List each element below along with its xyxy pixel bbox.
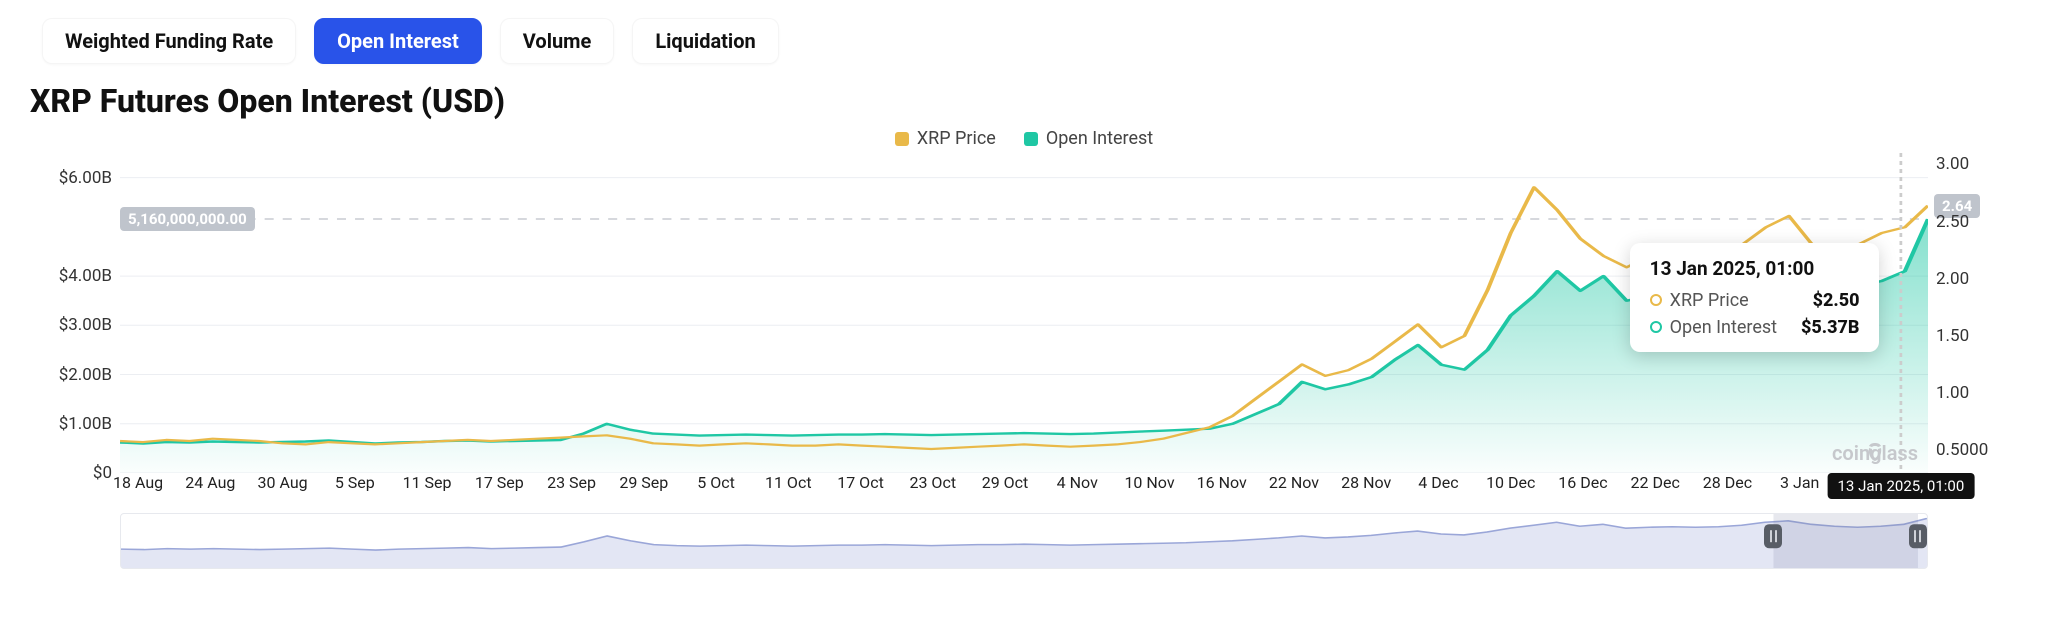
- legend-item-price[interactable]: XRP Price: [895, 128, 996, 149]
- y-axis-right: 2.64 0.50001.001.502.002.503.00: [1928, 153, 2018, 473]
- page-title: XRP Futures Open Interest (USD): [30, 82, 2018, 120]
- left-axis-annotation: 5,160,000,000.00: [120, 207, 255, 231]
- tooltip-label: XRP Price: [1670, 290, 1749, 311]
- x-tick: 17 Oct: [837, 473, 884, 492]
- x-tick: 3 Jan: [1780, 473, 1819, 492]
- x-axis: 18 Aug24 Aug30 Aug5 Sep11 Sep17 Sep23 Se…: [120, 473, 1928, 499]
- x-tick: 28 Dec: [1703, 473, 1752, 492]
- x-tick: 11 Sep: [403, 473, 452, 492]
- x-tick: 24 Aug: [185, 473, 235, 492]
- x-tick: 29 Sep: [619, 473, 668, 492]
- x-tick: 11 Oct: [765, 473, 812, 492]
- tooltip-row: Open Interest $5.37B: [1650, 317, 1860, 338]
- tab-liquidation[interactable]: Liquidation: [632, 18, 778, 64]
- legend-swatch-oi: [1024, 132, 1038, 146]
- plot-area[interactable]: 5,160,000,000.00 13 Jan 2025, 01:00 XRP P…: [120, 153, 1928, 473]
- y-left-tick: $4.00B: [59, 266, 112, 286]
- tab-weighted-funding-rate[interactable]: Weighted Funding Rate: [42, 18, 296, 64]
- tab-volume[interactable]: Volume: [500, 18, 615, 64]
- watermark-icon: [1832, 441, 1918, 465]
- tooltip-row: XRP Price $2.50: [1650, 290, 1860, 311]
- tooltip-label: Open Interest: [1670, 317, 1777, 338]
- tooltip-value: $2.50: [1813, 290, 1860, 311]
- tooltip-value: $5.37B: [1801, 317, 1859, 338]
- x-tick: 4 Nov: [1057, 473, 1098, 492]
- x-tick: 22 Dec: [1631, 473, 1680, 492]
- y-left-tick: $2.00B: [59, 365, 112, 385]
- y-right-tick: 2.50: [1936, 212, 1969, 232]
- x-tick: 23 Oct: [909, 473, 956, 492]
- x-tick: 28 Nov: [1341, 473, 1391, 492]
- y-right-tick: 3.00: [1936, 154, 1969, 174]
- legend-swatch-price: [895, 132, 909, 146]
- brush-handle-right[interactable]: [1909, 524, 1927, 548]
- tab-open-interest[interactable]: Open Interest: [314, 18, 482, 64]
- x-tick: 22 Nov: [1269, 473, 1319, 492]
- x-tick: 17 Sep: [475, 473, 524, 492]
- legend-label-oi: Open Interest: [1046, 128, 1153, 149]
- y-left-tick: $0: [93, 463, 112, 483]
- y-right-tick: 1.00: [1936, 383, 1969, 403]
- y-right-tick: 0.5000: [1936, 440, 1988, 460]
- x-tick: 23 Sep: [547, 473, 596, 492]
- legend-label-price: XRP Price: [917, 128, 996, 149]
- y-left-tick: $1.00B: [59, 414, 112, 434]
- y-right-tick: 1.50: [1936, 326, 1969, 346]
- tooltip-dot: [1650, 294, 1662, 306]
- legend-item-oi[interactable]: Open Interest: [1024, 128, 1153, 149]
- chart-legend: XRP Price Open Interest: [30, 128, 2018, 149]
- brush-handle-left[interactable]: [1764, 524, 1782, 548]
- x-tick: 4 Dec: [1418, 473, 1458, 492]
- x-tick: 16 Dec: [1558, 473, 1607, 492]
- x-tick: 10 Nov: [1124, 473, 1174, 492]
- x-hover-label: 13 Jan 2025, 01:00: [1827, 473, 1974, 499]
- x-tick: 5 Oct: [697, 473, 735, 492]
- hover-tooltip: 13 Jan 2025, 01:00 XRP Price $2.50 Open Int…: [1630, 243, 1880, 352]
- main-chart: $0 $1.00B $2.00B $3.00B $4.00B $6.00B 5,160,0…: [30, 153, 2018, 569]
- y-right-tick: 2.00: [1936, 269, 1969, 289]
- watermark: coinglass: [1832, 441, 1918, 465]
- tooltip-title: 13 Jan 2025, 01:00: [1650, 257, 1860, 280]
- x-tick: 29 Oct: [982, 473, 1029, 492]
- time-brush[interactable]: [120, 513, 1928, 569]
- x-tick: 10 Dec: [1486, 473, 1535, 492]
- y-left-tick: $3.00B: [59, 315, 112, 335]
- x-tick: 18 Aug: [113, 473, 163, 492]
- x-tick: 16 Nov: [1197, 473, 1247, 492]
- tooltip-dot: [1650, 321, 1662, 333]
- metric-tabs: Weighted Funding Rate Open Interest Volume…: [30, 18, 2018, 64]
- y-axis-left: $0$1.00B$2.00B$3.00B$4.00B$6.00B: [30, 153, 120, 473]
- y-left-tick: $6.00B: [59, 168, 112, 188]
- x-tick: 5 Sep: [335, 473, 375, 492]
- x-tick: 30 Aug: [258, 473, 308, 492]
